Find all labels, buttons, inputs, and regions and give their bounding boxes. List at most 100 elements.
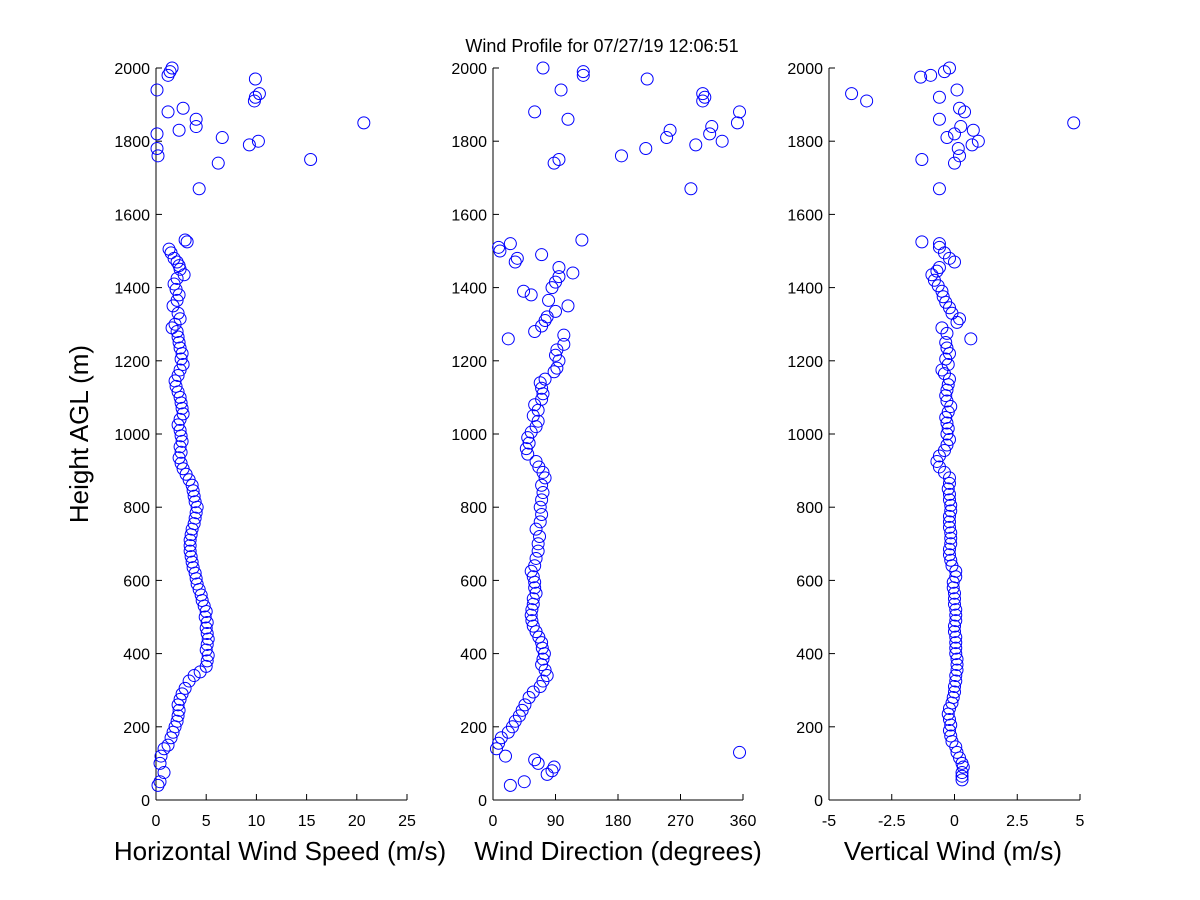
data-point (304, 153, 318, 166)
data-point (696, 87, 710, 101)
data-point (185, 555, 199, 569)
data-point (501, 332, 515, 346)
data-point (517, 284, 531, 298)
data-point (161, 738, 175, 752)
data-point (733, 745, 747, 759)
data-point (941, 482, 955, 496)
data-point (950, 658, 964, 672)
data-point (948, 680, 961, 694)
data-point (200, 626, 214, 640)
data-point (186, 561, 200, 575)
data-point (940, 438, 954, 452)
data-point (689, 138, 703, 152)
data-point (535, 493, 549, 507)
data-point (950, 315, 964, 329)
y-tick-label: 1400 (114, 281, 150, 298)
data-point (529, 522, 543, 536)
data-point (698, 90, 712, 104)
data-point (164, 246, 178, 260)
x-tick-label: 0 (950, 813, 959, 830)
data-point (540, 669, 554, 683)
y-tick-label: 800 (460, 500, 487, 517)
data-point (531, 544, 545, 558)
data-point (187, 517, 201, 531)
y-tick-label: 1200 (114, 354, 150, 371)
data-point (545, 764, 559, 778)
y-tick-label: 1600 (451, 207, 487, 224)
data-point (163, 65, 177, 79)
y-tick-label: 0 (814, 793, 823, 810)
data-point (576, 68, 590, 82)
y-tick-label: 1400 (787, 281, 823, 298)
x-tick-label: 10 (248, 813, 266, 830)
data-point (703, 127, 717, 141)
data-point (953, 149, 967, 163)
y-tick-label: 0 (478, 793, 487, 810)
data-point (526, 570, 540, 584)
data-point (177, 268, 191, 282)
data-point (524, 608, 538, 622)
data-point (966, 123, 980, 137)
data-point (930, 454, 944, 468)
data-point (557, 337, 571, 351)
data-point (660, 131, 674, 145)
data-point (183, 533, 197, 547)
data-point (242, 138, 256, 152)
data-point (964, 332, 978, 346)
data-point (357, 116, 371, 130)
data-point (927, 273, 941, 287)
data-point (170, 271, 184, 285)
data-point (939, 336, 953, 349)
data-point (942, 515, 956, 529)
data-point (663, 123, 677, 137)
data-point (175, 434, 189, 448)
data-point (845, 87, 859, 101)
data-point (171, 418, 185, 432)
data-point (151, 778, 165, 792)
data-point (940, 394, 954, 408)
data-point (525, 614, 539, 628)
data-point (171, 709, 185, 723)
speed-panel: 0 200 400 600 800 1000 1200 1400 1600 1800 2000 0 5 1… (64, 61, 446, 866)
data-point (200, 654, 214, 668)
data-point (965, 138, 979, 152)
y-tick-label: 1600 (787, 207, 823, 224)
data-point (172, 259, 186, 273)
data-point (522, 691, 536, 705)
data-point (538, 471, 552, 485)
data-point (538, 314, 552, 328)
data-point (192, 182, 206, 196)
data-point (517, 775, 531, 789)
data-point (165, 321, 179, 335)
data-point (188, 511, 202, 525)
data-point (566, 266, 580, 280)
data-point (932, 260, 946, 274)
data-point (199, 621, 213, 635)
data-point (528, 753, 542, 767)
data-point (1067, 116, 1081, 130)
data-point (525, 603, 539, 617)
y-tick-label: 200 (796, 720, 823, 737)
data-point (944, 504, 958, 518)
data-point (937, 367, 951, 381)
data-point (536, 652, 550, 666)
y-tick-label: 1400 (451, 281, 487, 298)
data-point (705, 120, 719, 134)
data-point (199, 659, 213, 673)
data-point (930, 264, 944, 278)
data-point (508, 255, 522, 269)
data-point (151, 149, 165, 163)
data-point (180, 235, 194, 249)
data-point (198, 610, 212, 624)
data-point (942, 723, 956, 737)
data-point (932, 112, 946, 126)
x-axis-label: Wind Direction (degrees) (474, 836, 762, 866)
data-point (200, 637, 214, 651)
data-point (557, 328, 571, 342)
data-point (944, 531, 958, 545)
y-tick-label: 800 (123, 500, 150, 517)
data-point (503, 778, 517, 792)
data-point (955, 756, 969, 770)
data-point (935, 321, 949, 335)
data-point (945, 306, 959, 320)
